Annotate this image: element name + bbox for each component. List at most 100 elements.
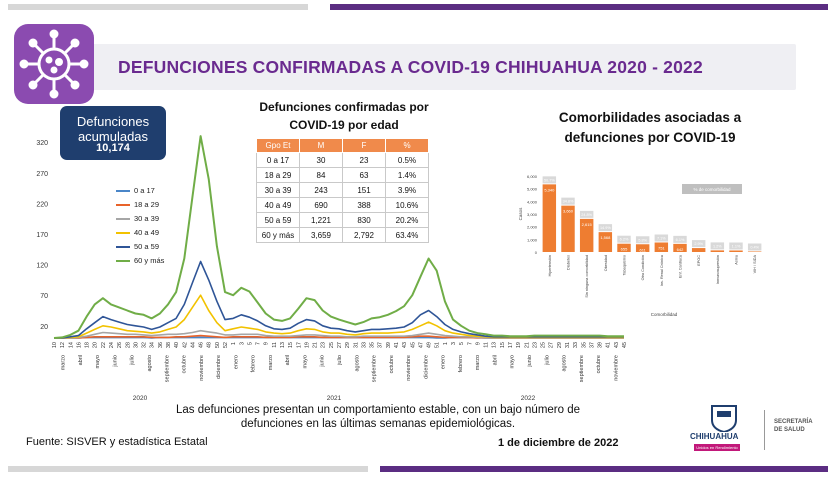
- x-week-label: 47: [418, 342, 424, 348]
- bar-percent-tag: [673, 235, 687, 243]
- bar-percent-tag: [654, 234, 669, 242]
- y-tick-label: 120: [36, 263, 48, 270]
- bar: [691, 248, 706, 252]
- x-week-label: 45: [410, 342, 416, 348]
- table-cell: 63: [342, 167, 386, 183]
- comorbidities-title: Comorbilidades asociadas a defunciones p…: [558, 110, 742, 145]
- legend-swatch: [116, 204, 130, 207]
- legend-label: 0 a 17: [134, 186, 155, 195]
- bar-value-label: 2,615: [582, 222, 593, 227]
- bar-x-axis-label: Comorbilidad: [651, 312, 678, 317]
- table-cell: 151: [342, 182, 386, 198]
- x-year-label: 2020: [133, 395, 148, 402]
- x-year-label: 2021: [327, 395, 342, 402]
- bar-y-tick-label: 0: [535, 250, 538, 255]
- x-month-label: noviembre: [199, 355, 205, 381]
- source-text: Fuente: SISVER y estadística Estatal: [26, 436, 208, 448]
- comorbidities-bar-chart: 6,000 5,000 4,000 3,000 2,000 1,000 0 Casos % de…: [518, 174, 762, 317]
- bar-legend-box: [682, 184, 742, 194]
- x-month-label: septiembre: [579, 355, 585, 382]
- logo-name: CHIHUAHUA: [690, 432, 739, 441]
- x-month-label: marzo: [61, 355, 67, 370]
- x-week-label: 41: [394, 342, 400, 348]
- bar-percent-label: 7.1%: [657, 236, 666, 240]
- x-month-label: noviembre: [406, 355, 412, 381]
- page-title: DEFUNCIONES CONFIRMADAS A COVID-19 CHIHU…: [118, 57, 703, 77]
- age-table-header: M: [299, 138, 343, 153]
- bar-percent-label: 1.1%: [732, 244, 741, 248]
- x-week-label: 32: [142, 342, 148, 348]
- table-cell: 243: [299, 182, 343, 198]
- bar-y-tick-label: 4,000: [527, 199, 538, 204]
- x-week-label: 46: [199, 342, 205, 348]
- table-cell: 0 a 17: [256, 152, 300, 168]
- legend-swatch: [116, 232, 130, 235]
- table-cell: 18 a 29: [256, 167, 300, 183]
- bar: [710, 250, 725, 252]
- x-month-label: mayo: [510, 355, 516, 368]
- bar-value-label: 611: [639, 247, 646, 252]
- x-week-label: 36: [158, 342, 164, 348]
- x-month-label: julio: [130, 355, 136, 366]
- bar-value-label: 642: [677, 247, 684, 252]
- y-tick-label: 220: [36, 201, 48, 208]
- bar-y-tick-label: 5,000: [527, 187, 538, 192]
- legend-item: 18 a 29: [116, 200, 159, 210]
- bar-percent-label: 6.1%: [676, 238, 685, 242]
- bar-percent-label: 1.2%: [713, 244, 722, 248]
- bar-percent-label: 24.8%: [581, 213, 592, 217]
- x-week-label: 52: [223, 342, 229, 348]
- table-row: 60 y más 3,659 2,792 63.4%: [256, 227, 429, 243]
- table-cell: 388: [342, 197, 386, 213]
- table-row: 18 a 29 84 63 1.4%: [256, 167, 429, 183]
- x-week-label: 13: [280, 342, 286, 348]
- bar-category-label: VIH / SIDA: [753, 255, 757, 274]
- x-week-label: 22: [101, 342, 107, 348]
- x-week-label: 5: [459, 342, 465, 345]
- x-month-label: diciembre: [423, 355, 429, 379]
- x-week-label: 11: [484, 342, 490, 348]
- x-week-label: 35: [581, 342, 587, 348]
- x-week-label: 7: [256, 342, 262, 345]
- x-week-label: 15: [500, 342, 506, 348]
- table-cell: 30 a 39: [256, 182, 300, 198]
- x-week-label: 27: [337, 342, 343, 348]
- bar: [729, 250, 743, 252]
- x-week-label: 45: [622, 342, 628, 348]
- x-month-label: septiembre: [164, 355, 170, 382]
- bar-category-label: Sin ninguna comorbilidad: [585, 255, 589, 298]
- x-week-label: 33: [361, 342, 367, 348]
- x-week-label: 1: [231, 342, 237, 345]
- top-accent-grey: [8, 4, 308, 10]
- x-month-label: abril: [285, 355, 291, 365]
- report-date: 1 de diciembre de 2022: [498, 437, 619, 449]
- x-week-label: 35: [370, 342, 376, 348]
- logo-secretaria: SECRETARÍA DE SALUD: [774, 419, 813, 433]
- bar-percent-tag: [729, 242, 743, 250]
- bar-percent-label: 0.4%: [750, 245, 759, 249]
- bar-percent-tag: [747, 243, 762, 251]
- bar: [635, 244, 650, 252]
- table-row: 30 a 39 243 151 3.9%: [256, 182, 429, 198]
- table-cell: 23: [342, 152, 386, 168]
- x-week-label: 31: [565, 342, 571, 348]
- accumulated-label: Defunciones acumuladas: [76, 114, 150, 144]
- bar: [598, 232, 613, 252]
- bar-percent-label: 5.8%: [638, 238, 647, 242]
- x-month-label: abril: [492, 355, 498, 365]
- x-month-label: octubre: [389, 355, 395, 373]
- table-cell: 63.4%: [385, 227, 429, 243]
- x-week-label: 43: [614, 342, 620, 348]
- x-week-label: 12: [60, 342, 66, 348]
- bar-value-label: 5,340: [544, 187, 555, 192]
- accumulated-deaths-box: Defunciones acumuladas 10,174: [60, 106, 166, 160]
- x-month-label: enero: [441, 355, 447, 369]
- legend-label: 30 a 39: [134, 214, 160, 223]
- x-month-label: diciembre: [216, 355, 222, 379]
- x-month-label: junio: [320, 355, 326, 368]
- bar-percent-tag: [561, 197, 575, 205]
- x-week-label: 19: [516, 342, 522, 348]
- bar-y-tick-label: 3,000: [527, 212, 538, 217]
- bar-y-tick-label: 1,000: [527, 237, 538, 242]
